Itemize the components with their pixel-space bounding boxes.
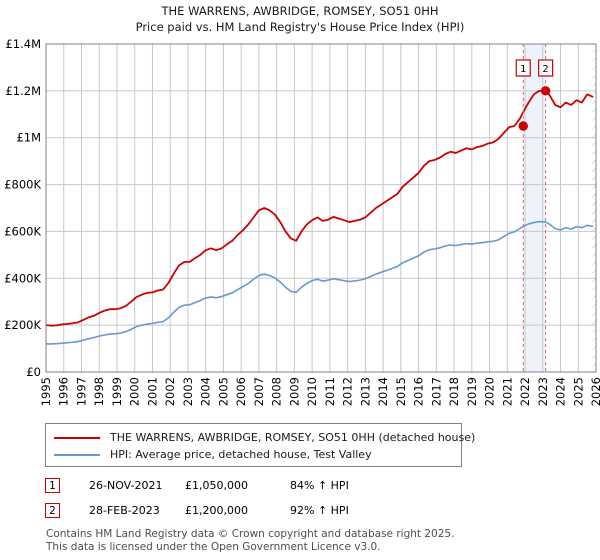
hpi-average-line	[46, 220, 594, 345]
projection-region	[592, 44, 596, 372]
svg-text:£400K: £400K	[4, 271, 41, 285]
marker-guide-lines	[522, 44, 547, 372]
svg-text:2: 2	[542, 64, 548, 75]
plot-frame	[45, 43, 597, 373]
svg-text:2026: 2026	[589, 377, 600, 406]
svg-text:£1M: £1M	[16, 131, 41, 145]
svg-text:2017: 2017	[429, 377, 443, 406]
sale-hpi-delta: 92% ↑ HPI	[290, 504, 349, 517]
footer-line-1: Contains HM Land Registry data © Crown c…	[46, 528, 455, 540]
svg-text:2020: 2020	[483, 377, 497, 406]
svg-text:2021: 2021	[500, 377, 514, 406]
svg-text:1999: 1999	[110, 377, 124, 406]
legend-swatch-hpi	[54, 453, 100, 456]
sales-period-band	[523, 44, 546, 372]
svg-text:2024: 2024	[554, 377, 568, 406]
page-title: THE WARRENS, AWBRIDGE, ROMSEY, SO51 0HH …	[0, 3, 600, 35]
sale-point-markers[interactable]	[518, 86, 551, 131]
sale-index-badge: 2	[45, 503, 60, 518]
svg-text:2002: 2002	[163, 377, 177, 406]
svg-text:1997: 1997	[74, 377, 88, 406]
svg-text:£800K: £800K	[4, 178, 41, 192]
legend-label-hpi: HPI: Average price, detached house, Test…	[110, 448, 372, 461]
svg-text:£1.4M: £1.4M	[5, 37, 41, 51]
legend-label-price-paid: THE WARRENS, AWBRIDGE, ROMSEY, SO51 0HH …	[110, 431, 476, 444]
svg-text:2009: 2009	[287, 377, 301, 406]
svg-text:1998: 1998	[92, 377, 106, 406]
svg-text:1996: 1996	[57, 377, 71, 406]
sale-date: 26-NOV-2021	[89, 479, 163, 492]
svg-text:2001: 2001	[145, 377, 159, 406]
svg-text:2010: 2010	[305, 377, 319, 406]
svg-text:£200K: £200K	[4, 318, 41, 332]
copyright-footer: Contains HM Land Registry data © Crown c…	[46, 528, 586, 553]
footer-line-2: This data is licensed under the Open Gov…	[46, 540, 381, 553]
svg-text:2000: 2000	[128, 377, 142, 406]
plot-area-background	[46, 44, 596, 372]
svg-text:1: 1	[520, 64, 526, 75]
sale-price: £1,050,000	[185, 479, 248, 492]
svg-text:2003: 2003	[181, 377, 195, 406]
sale-index-badge: 1	[45, 478, 60, 493]
svg-text:2015: 2015	[394, 377, 408, 406]
legend-swatch-price-paid	[54, 436, 100, 439]
price-history-chart: £0 £200K £400K £600K £800K £1M £1.2M £1.4M 1995…	[4, 37, 600, 406]
svg-text:2018: 2018	[447, 377, 461, 406]
svg-text:2008: 2008	[270, 377, 284, 406]
svg-text:2004: 2004	[199, 377, 213, 406]
title-line-2: Price paid vs. HM Land Registry's House …	[135, 20, 465, 34]
table-row[interactable]: 1 26-NOV-2021 £1,050,000 84% ↑ HPI	[45, 473, 465, 498]
legend-item-price-paid: THE WARRENS, AWBRIDGE, ROMSEY, SO51 0HH …	[46, 429, 475, 446]
sales-table: 1 26-NOV-2021 £1,050,000 84% ↑ HPI 2 28-…	[45, 473, 465, 523]
svg-text:2023: 2023	[536, 377, 550, 406]
chart-legend: THE WARRENS, AWBRIDGE, ROMSEY, SO51 0HH …	[45, 423, 475, 467]
sale-price: £1,200,000	[185, 504, 248, 517]
svg-text:2007: 2007	[252, 377, 266, 406]
svg-text:2025: 2025	[571, 377, 585, 406]
table-row[interactable]: 2 28-FEB-2023 £1,200,000 92% ↑ HPI	[45, 498, 465, 523]
svg-text:2005: 2005	[216, 377, 230, 406]
svg-text:£0: £0	[26, 365, 41, 379]
svg-text:1995: 1995	[39, 377, 53, 406]
svg-text:2019: 2019	[465, 377, 479, 406]
svg-text:2014: 2014	[376, 377, 390, 406]
x-axis-labels: 1995 1996 1997 1998 1999 2000 2001 2002 2003 2004…	[39, 377, 600, 406]
title-line-1: THE WARRENS, AWBRIDGE, ROMSEY, SO51 0HH	[161, 4, 439, 18]
svg-text:2011: 2011	[323, 377, 337, 406]
svg-text:2013: 2013	[358, 377, 372, 406]
svg-text:2016: 2016	[412, 377, 426, 406]
svg-text:2012: 2012	[341, 377, 355, 406]
svg-text:2006: 2006	[234, 377, 248, 406]
svg-text:£1.2M: £1.2M	[5, 84, 41, 98]
legend-item-hpi: HPI: Average price, detached house, Test…	[46, 446, 461, 463]
svg-text:2022: 2022	[518, 377, 532, 406]
price-paid-line	[46, 89, 594, 327]
y-axis-labels: £0 £200K £400K £600K £800K £1M £1.2M £1.4M	[4, 37, 41, 379]
svg-text:£600K: £600K	[4, 224, 41, 238]
sale-hpi-delta: 84% ↑ HPI	[290, 479, 349, 492]
sale-date: 28-FEB-2023	[89, 504, 160, 517]
